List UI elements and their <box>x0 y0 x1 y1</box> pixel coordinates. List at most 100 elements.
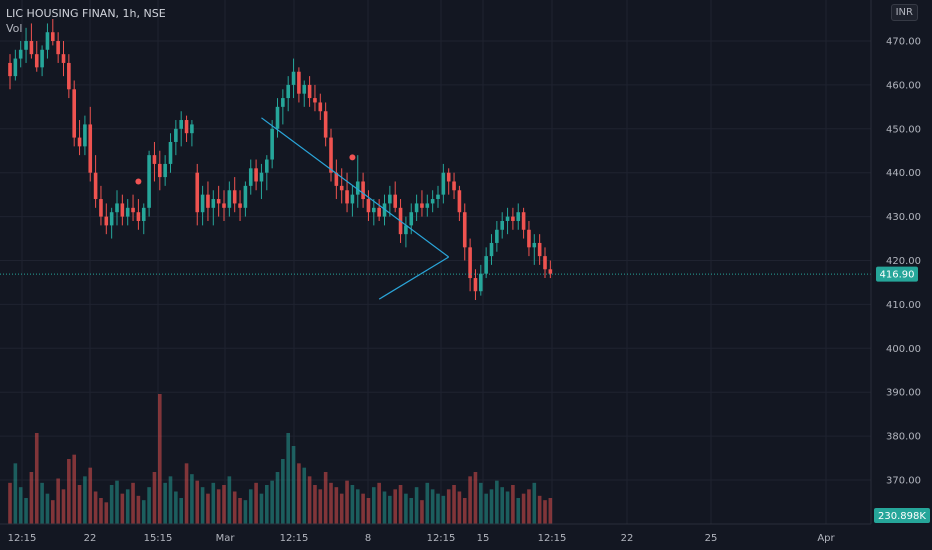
candle-body <box>372 207 376 213</box>
volume-bar <box>484 493 488 524</box>
volume-bar <box>125 489 130 524</box>
candle-body <box>104 216 109 226</box>
price-tick-label: 410.00 <box>886 300 921 311</box>
candle-body <box>361 181 365 200</box>
candle <box>174 120 178 156</box>
candle <box>147 150 151 217</box>
candle-body <box>222 203 226 208</box>
candle-body <box>275 106 280 129</box>
candle-body <box>238 203 242 208</box>
trendline <box>261 117 450 258</box>
price-tick-label: 370.00 <box>886 476 921 487</box>
candle <box>270 120 274 169</box>
candle <box>302 80 307 107</box>
symbol-title[interactable]: LIC HOUSING FINAN, 1h, NSE <box>6 7 166 20</box>
candle-body <box>232 190 237 204</box>
candle-body <box>83 124 87 147</box>
volume-bar <box>163 482 167 524</box>
candle-body <box>345 190 349 204</box>
candle-body <box>329 137 333 173</box>
candle <box>329 128 333 182</box>
volume-bar <box>521 493 526 524</box>
candle <box>414 194 419 221</box>
volume-bar <box>109 485 114 524</box>
candle <box>24 27 28 63</box>
time-tick-label: 25 <box>705 533 718 544</box>
candle <box>339 168 344 204</box>
candle-body <box>521 212 526 230</box>
candle-body <box>227 190 232 208</box>
volume-bar <box>302 467 307 524</box>
candle <box>543 247 547 279</box>
volume-bar <box>115 480 119 524</box>
candle <box>238 190 242 221</box>
candle <box>131 194 135 221</box>
candle-body <box>409 212 414 226</box>
volume-bar <box>270 480 274 524</box>
volume-label[interactable]: Vol <box>6 22 23 35</box>
candle <box>216 185 221 217</box>
candle-body <box>168 141 173 164</box>
volume-bar <box>527 489 531 524</box>
volume-bar <box>158 394 162 524</box>
candle <box>8 54 12 90</box>
volume-bar <box>243 500 248 524</box>
candle-body <box>388 194 392 204</box>
volume-bar <box>120 493 125 524</box>
volume-bar <box>254 482 258 524</box>
candle-body <box>377 207 381 217</box>
volume-bar <box>452 485 456 524</box>
time-tick-label: Mar <box>216 533 236 544</box>
volume-bar <box>40 482 44 524</box>
candle-body <box>211 199 216 208</box>
candle-body <box>430 199 435 204</box>
candle-body <box>441 172 446 195</box>
volume-bar <box>195 480 200 524</box>
last-volume-value: 230.898K <box>878 511 926 522</box>
candle <box>195 163 200 226</box>
candle <box>40 45 44 77</box>
candle-body <box>505 216 510 221</box>
candle-body <box>88 124 93 173</box>
candle-body <box>152 155 157 164</box>
candle <box>345 172 349 213</box>
candle-body <box>286 84 290 99</box>
candle <box>516 203 521 230</box>
trendlines[interactable] <box>261 117 450 300</box>
volume-bar <box>141 500 146 524</box>
candle-body <box>18 49 23 59</box>
volume-bar <box>468 476 472 524</box>
candle <box>77 120 82 156</box>
candle <box>136 199 141 230</box>
candle-body <box>190 124 194 134</box>
candle-body <box>254 168 258 182</box>
volume-bar <box>350 485 355 524</box>
candle <box>141 203 146 235</box>
volume-bar <box>409 498 414 524</box>
price-axis[interactable] <box>871 0 932 524</box>
time-axis[interactable] <box>0 524 932 550</box>
candle-body <box>265 159 269 173</box>
candle <box>500 212 504 239</box>
volume-bar <box>265 485 269 524</box>
currency-button[interactable]: INR <box>890 4 918 21</box>
volume-bar <box>345 480 349 524</box>
volume-bar <box>275 472 280 524</box>
volume-bar <box>286 433 290 524</box>
candle <box>211 190 216 226</box>
candle <box>104 203 109 235</box>
candle <box>318 93 323 121</box>
candle-body <box>281 98 285 107</box>
candle-body <box>516 212 521 221</box>
candle <box>532 234 537 265</box>
volume-bar <box>24 498 28 524</box>
volume-bar <box>329 482 333 524</box>
volume-bar <box>537 495 542 524</box>
candle-body <box>484 256 488 274</box>
candle <box>468 238 472 292</box>
candle <box>505 207 510 235</box>
volume-bar <box>83 476 87 524</box>
volume-bar <box>404 493 408 524</box>
volume-bar <box>56 478 60 524</box>
